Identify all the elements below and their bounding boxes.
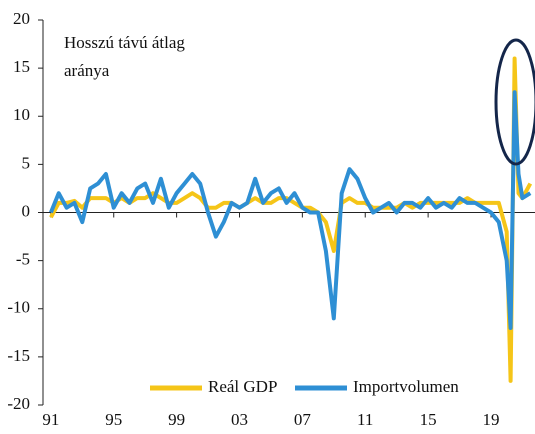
- y-tick-label: 5: [22, 153, 31, 172]
- legend-label: Reál GDP: [208, 377, 277, 396]
- x-tick-label: 15: [420, 410, 437, 429]
- y-tick-label: 20: [13, 9, 30, 28]
- y-tick-label: 0: [22, 201, 31, 220]
- series-line: [49, 90, 532, 330]
- y-tick-label: -5: [16, 250, 30, 269]
- x-tick-label: 95: [105, 410, 122, 429]
- x-tick-label: 11: [357, 410, 373, 429]
- x-tick-label: 99: [168, 410, 185, 429]
- y-tick-label: 10: [13, 105, 30, 124]
- annotation: aránya: [64, 61, 110, 80]
- legend-label: Importvolumen: [353, 377, 459, 396]
- x-tick-label: 91: [42, 410, 59, 429]
- x-tick-label: 19: [482, 410, 499, 429]
- annotation: Hosszú távú átlag: [64, 33, 185, 52]
- y-tick-label: -15: [7, 346, 30, 365]
- x-tick-label: 07: [294, 410, 312, 429]
- x-tick-label: 03: [231, 410, 248, 429]
- y-tick-label: -10: [7, 298, 30, 317]
- y-tick-label: 15: [13, 57, 30, 76]
- y-tick-label: -20: [7, 394, 30, 413]
- highlight-ellipse: [494, 38, 535, 166]
- series-line: [49, 56, 533, 383]
